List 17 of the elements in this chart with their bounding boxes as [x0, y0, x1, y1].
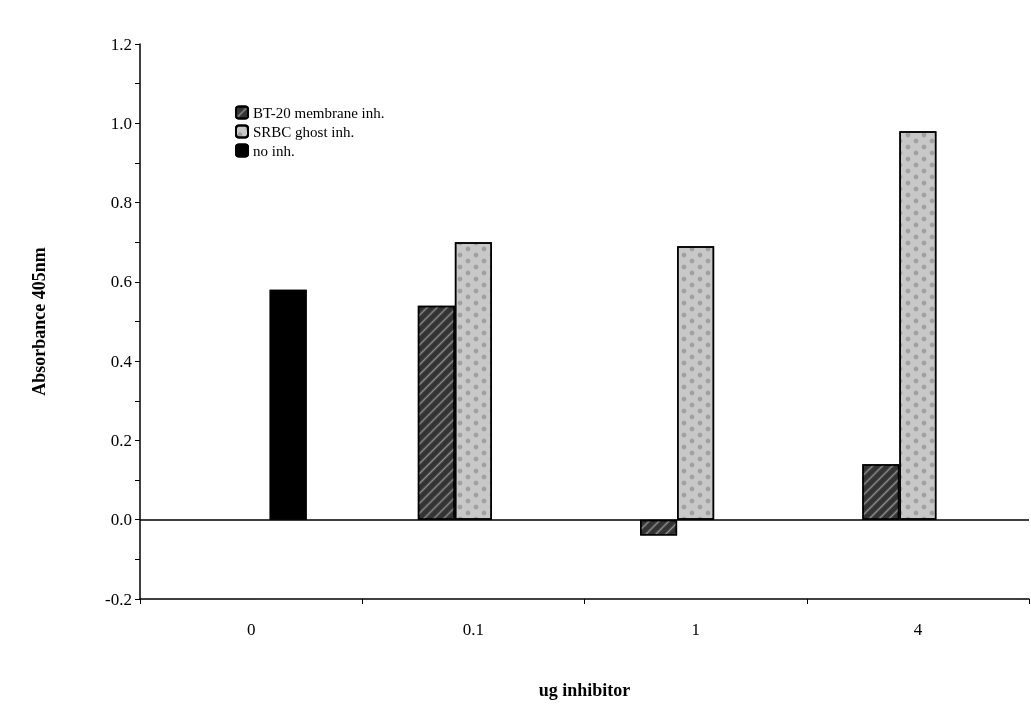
y-axis-title: Absorbance 405nm — [29, 247, 49, 396]
x-tick-label: 4 — [913, 620, 923, 639]
legend-label: no inh. — [253, 142, 295, 159]
x-tick-label: 1 — [691, 620, 700, 639]
y-tick-label: -0.2 — [105, 589, 132, 609]
y-tick-label: 0.2 — [110, 430, 132, 450]
x-axis-title: ug inhibitor — [538, 680, 631, 700]
y-tick-label: 0.4 — [110, 351, 133, 371]
y-tick-label: 0.0 — [110, 510, 132, 530]
y-tick-label: 0.8 — [110, 193, 132, 213]
legend-label: BT-20 membrane inh. — [253, 104, 385, 121]
y-tick-label: 1.0 — [110, 113, 132, 133]
x-tick-label: 0.1 — [462, 620, 484, 639]
legend-label: SRBC ghost inh. — [253, 123, 355, 140]
y-tick-label: 1.2 — [110, 34, 132, 54]
x-tick-label: 0 — [246, 620, 256, 639]
y-tick-label: 0.6 — [110, 272, 132, 292]
